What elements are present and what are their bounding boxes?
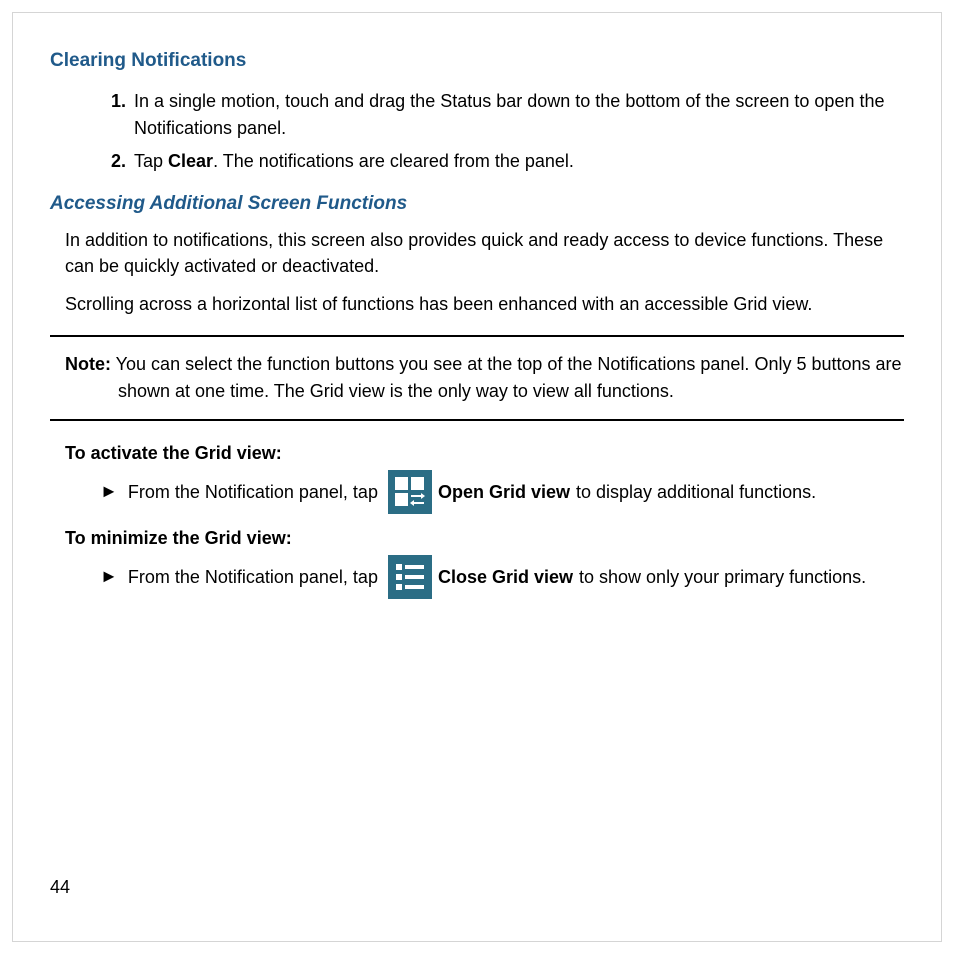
paragraph: In addition to notifications, this scree… xyxy=(65,227,904,279)
heading-accessing-functions: Accessing Additional Screen Functions xyxy=(50,193,904,215)
list-text: Tap Clear. The notifications are cleared… xyxy=(134,148,574,175)
arrow-marker: ► xyxy=(100,555,118,590)
arrow-text: From the Notification panel, tap Close G… xyxy=(128,555,904,599)
arrow-list-item: ► From the Notification panel, tap Open … xyxy=(100,470,904,514)
arrow-marker: ► xyxy=(100,470,118,505)
text-bold: Open Grid view xyxy=(438,479,570,506)
list-item: 1. In a single motion, touch and drag th… xyxy=(100,88,904,142)
note-body: You can select the function buttons you … xyxy=(111,354,902,401)
text-pre: Tap xyxy=(134,151,168,171)
text-bold: Clear xyxy=(168,151,213,171)
text-bold: Close Grid view xyxy=(438,564,573,591)
arrow-text: From the Notification panel, tap Open Gr… xyxy=(128,470,904,514)
note-text: Note: You can select the function button… xyxy=(50,351,904,405)
paragraph: Scrolling across a horizontal list of fu… xyxy=(65,291,904,317)
clearing-steps-list: 1. In a single motion, touch and drag th… xyxy=(100,88,904,175)
text-pre: From the Notification panel, tap xyxy=(128,479,378,506)
note-label: Note: xyxy=(65,354,111,374)
text-post: to display additional functions. xyxy=(576,479,816,506)
list-item: 2. Tap Clear. The notifications are clea… xyxy=(100,148,904,175)
heading-activate-grid: To activate the Grid view: xyxy=(65,443,904,464)
heading-clearing-notifications: Clearing Notifications xyxy=(50,50,904,72)
page-number: 44 xyxy=(50,877,70,898)
arrow-list-item: ► From the Notification panel, tap Close… xyxy=(100,555,904,599)
heading-minimize-grid: To minimize the Grid view: xyxy=(65,528,904,549)
note-box: Note: You can select the function button… xyxy=(50,335,904,421)
list-text: In a single motion, touch and drag the S… xyxy=(134,88,904,142)
close-grid-icon xyxy=(388,555,432,599)
list-number: 2. xyxy=(100,148,126,175)
list-number: 1. xyxy=(100,88,126,142)
text-pre: From the Notification panel, tap xyxy=(128,564,378,591)
text-post: . The notifications are cleared from the… xyxy=(213,151,574,171)
text-post: to show only your primary functions. xyxy=(579,564,866,591)
open-grid-icon xyxy=(388,470,432,514)
